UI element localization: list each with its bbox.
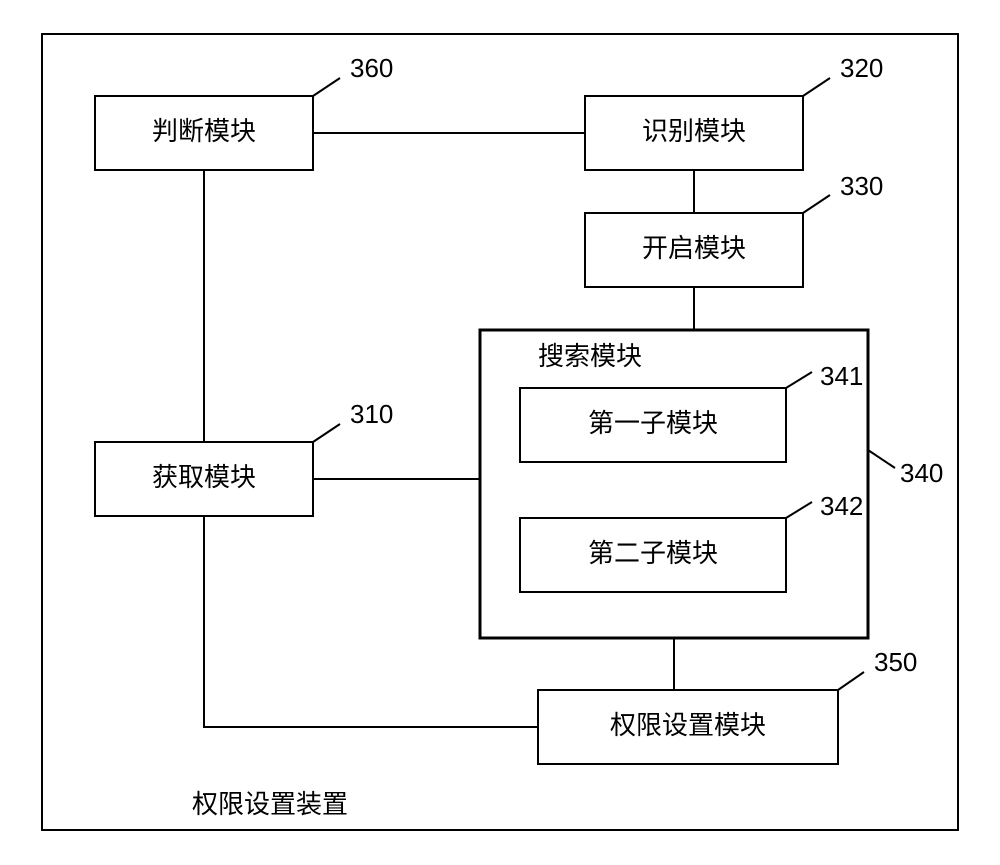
permission-module-label: 权限设置模块 [610,710,766,740]
num-350: 350 [874,647,917,677]
judge-module-label: 判断模块 [152,116,256,146]
num-342: 342 [820,491,863,521]
open-module-label: 开启模块 [642,233,746,263]
num-341: 341 [820,361,863,391]
search-module-label: 搜索模块 [538,341,642,371]
num-320: 320 [840,53,883,83]
get-module-label: 获取模块 [152,462,256,492]
num-310: 310 [350,399,393,429]
sub1-module-label: 第一子模块 [588,408,718,438]
num-340: 340 [900,458,943,488]
recognition-module-label: 识别模块 [642,116,746,146]
num-330: 330 [840,171,883,201]
diagram-canvas: 搜索模块 340 判断模块 360 识别模块 320 开启模块 330 获取模块 310 第一子模块… [0,0,1000,865]
outer-caption: 权限设置装置 [192,789,348,819]
sub2-module-label: 第二子模块 [588,538,718,568]
num-360: 360 [350,53,393,83]
